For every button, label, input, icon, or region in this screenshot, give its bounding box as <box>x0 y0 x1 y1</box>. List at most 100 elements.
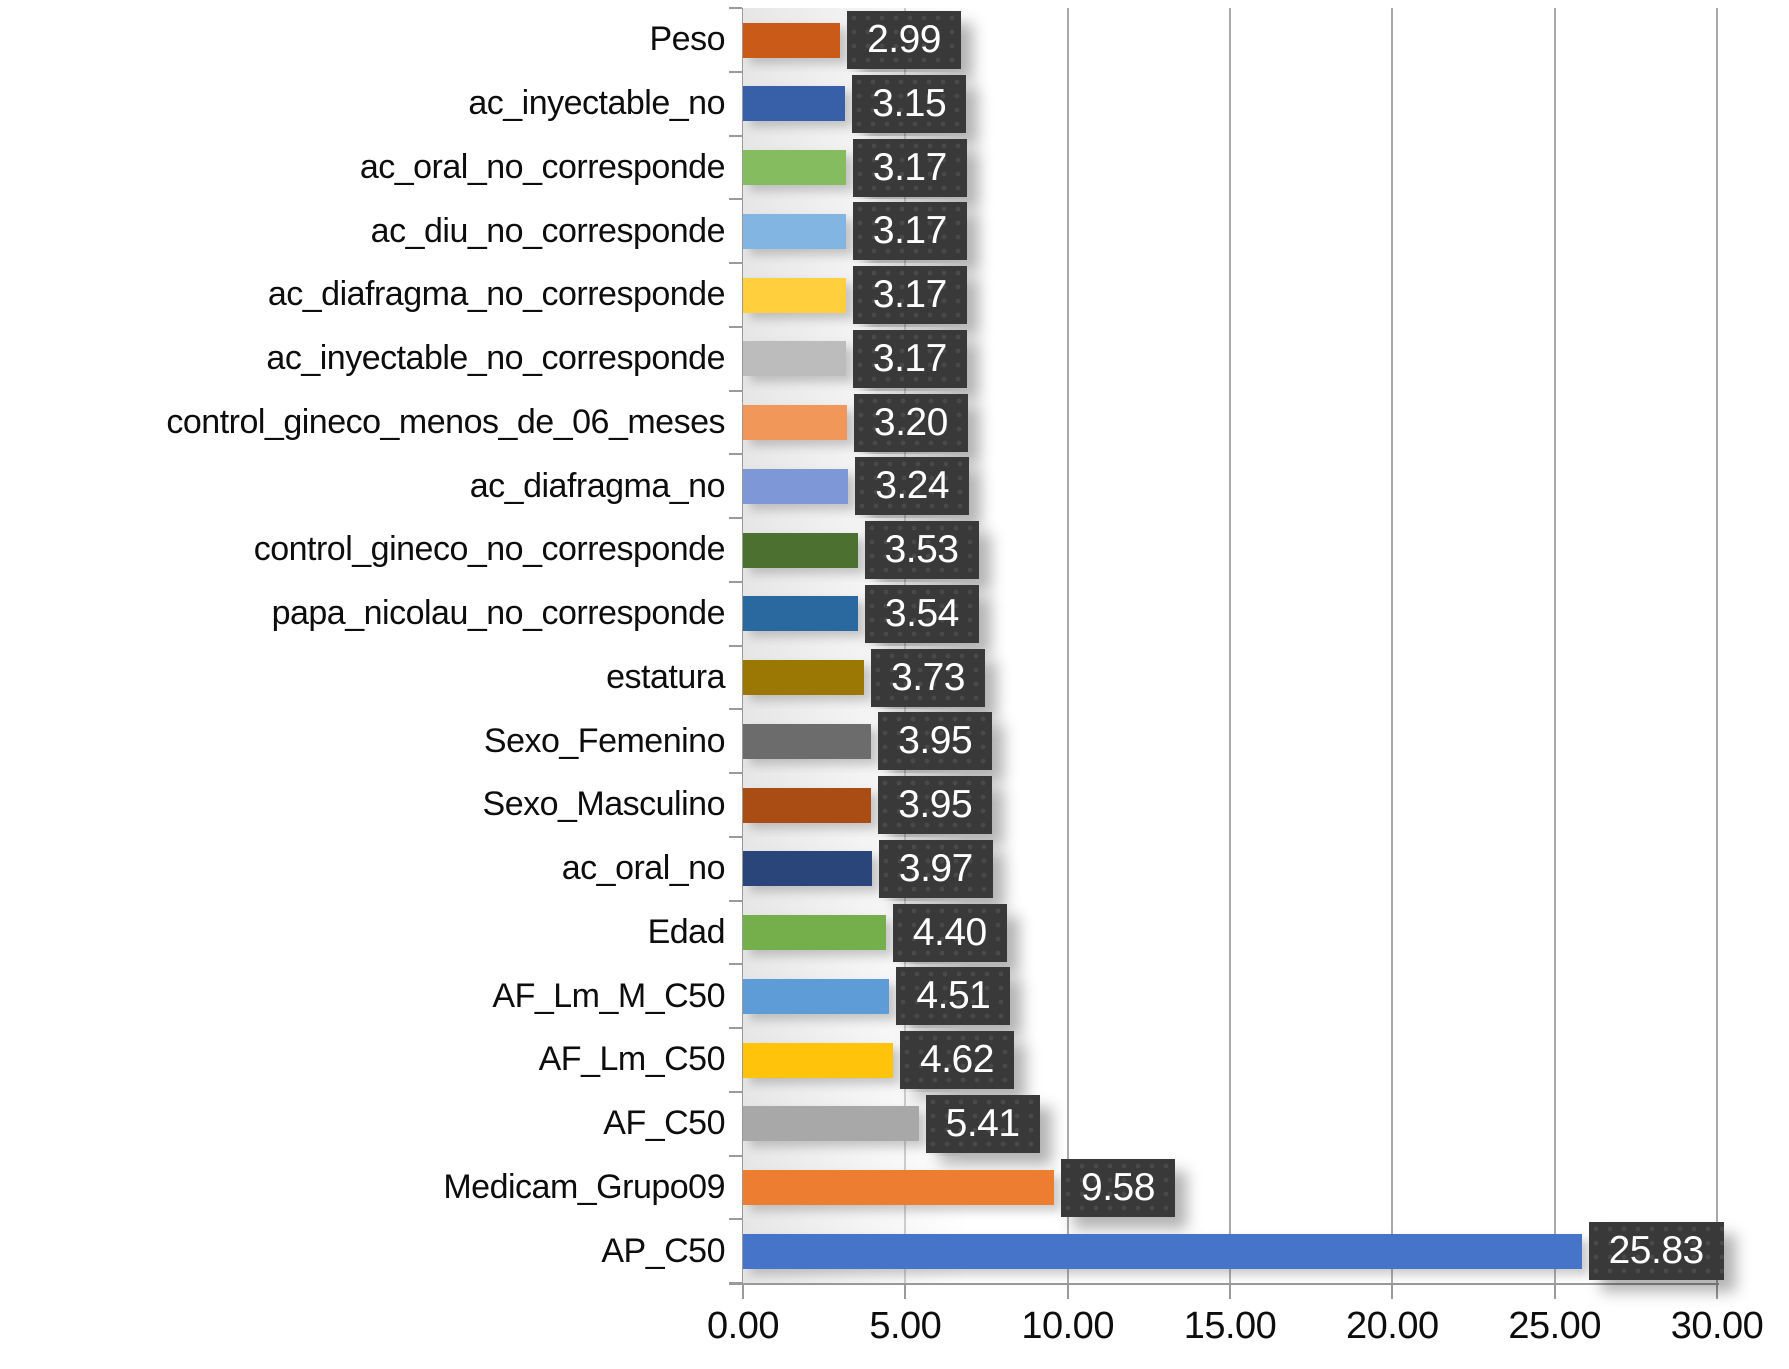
category-label: ac_inyectable_no <box>468 84 725 123</box>
x-tick-label: 20.00 <box>1346 1305 1439 1347</box>
category-label: ac_diu_no_corresponde <box>370 211 726 250</box>
gridline <box>1066 8 1069 1283</box>
value-label: 3.95 <box>878 776 993 834</box>
x-axis-tick <box>1066 1285 1069 1299</box>
value-label: 3.95 <box>878 712 993 771</box>
bar <box>743 1170 1055 1205</box>
value-label: 3.54 <box>864 584 979 643</box>
bar-cell: 3.17 <box>743 135 1717 200</box>
category-axis-tick <box>729 7 742 9</box>
bar-cell: 25.83 <box>743 1219 1724 1283</box>
bar-cell: 3.73 <box>743 645 1717 710</box>
category-label: control_gineco_no_corresponde <box>253 530 726 569</box>
category-label: AF_C50 <box>603 1104 725 1143</box>
bar <box>743 213 846 249</box>
category-axis-tick <box>729 835 742 838</box>
bar-row: ac_inyectable_no_corresponde 3.17 <box>0 326 1717 391</box>
bar <box>743 405 847 440</box>
bar-cell: 3.15 <box>743 71 1717 136</box>
category-axis-tick <box>729 708 742 711</box>
value-label: 3.20 <box>853 393 968 452</box>
bar-row: AF_C50 5.41 <box>0 1091 1717 1156</box>
category-label: Peso <box>649 20 726 59</box>
bar-cell: 3.17 <box>743 326 1717 391</box>
bar <box>743 341 846 377</box>
value-label: 3.15 <box>852 74 967 133</box>
x-axis-tick <box>742 1285 744 1299</box>
category-label: papa_nicolau_no_corresponde <box>271 594 726 633</box>
category-label: AF_Lm_C50 <box>538 1040 726 1079</box>
bar-row: ac_diu_no_corresponde 3.17 <box>0 199 1717 263</box>
x-tick-label: 15.00 <box>1183 1305 1277 1347</box>
x-axis-tick <box>904 1285 907 1299</box>
bar <box>743 978 890 1014</box>
value-label: 3.97 <box>878 839 993 898</box>
category-axis-tick <box>729 325 742 328</box>
category-label: estatura <box>606 657 725 696</box>
bar-cell: 9.58 <box>743 1155 1717 1220</box>
category-label: ac_oral_no_corresponde <box>359 147 726 186</box>
value-axis-line <box>729 1283 1719 1285</box>
bar <box>743 86 846 122</box>
bar <box>743 1042 893 1078</box>
category-axis-tick <box>729 517 742 519</box>
gridline <box>1391 8 1394 1283</box>
bar-cell: 3.95 <box>743 773 1717 837</box>
x-tick-label: 5.00 <box>869 1305 942 1347</box>
bar <box>743 851 872 887</box>
bar <box>743 150 846 185</box>
category-label: ac_inyectable_no_corresponde <box>266 339 725 378</box>
value-label: 3.17 <box>852 266 967 324</box>
bar <box>743 532 858 568</box>
bar-row: AF_Lm_C50 4.62 <box>0 1028 1717 1092</box>
value-label: 3.17 <box>852 138 967 197</box>
category-label: ac_oral_no <box>561 849 726 888</box>
bar <box>743 723 872 759</box>
category-label: Edad <box>647 912 726 951</box>
bar-row: AF_Lm_M_C50 4.51 <box>0 964 1717 1028</box>
bar-cell: 4.40 <box>743 900 1717 965</box>
bar <box>743 660 865 695</box>
x-tick-label: 30.00 <box>1670 1305 1764 1347</box>
value-label: 3.17 <box>852 329 967 388</box>
x-tick-label: 25.00 <box>1508 1305 1601 1347</box>
bar-row: control_gineco_menos_de_06_meses 3.20 <box>0 390 1717 455</box>
bar <box>743 277 846 313</box>
bar-rows: Peso 2.99 ac_inyectable_no 3.15 ac_oral_no_c… <box>0 8 1789 1283</box>
category-axis-tick <box>729 899 742 902</box>
category-axis-tick <box>729 1154 742 1157</box>
bar-cell: 3.20 <box>743 390 1717 455</box>
value-label: 3.73 <box>871 648 985 707</box>
category-label: Sexo_Masculino <box>482 785 726 824</box>
bar <box>743 1106 919 1142</box>
value-label: 4.62 <box>899 1031 1014 1089</box>
bar-row: ac_inyectable_no 3.15 <box>0 71 1717 136</box>
bar-row: AP_C50 25.83 <box>0 1219 1724 1283</box>
bar-cell: 3.95 <box>743 709 1717 773</box>
category-label: AP_C50 <box>601 1231 725 1270</box>
category-axis-tick <box>729 1282 742 1284</box>
category-axis-tick <box>729 1027 742 1029</box>
category-label: ac_diafragma_no_corresponde <box>267 275 726 314</box>
value-label: 2.99 <box>847 11 961 69</box>
category-axis-tick <box>729 963 742 966</box>
x-tick-label: 0.00 <box>707 1305 779 1347</box>
value-label: 4.40 <box>892 903 1007 962</box>
bar-row: ac_diafragma_no_corresponde 3.17 <box>0 263 1717 327</box>
value-label: 3.17 <box>852 202 967 261</box>
bar-row: Edad 4.40 <box>0 900 1717 965</box>
bar <box>743 22 841 58</box>
category-axis-tick <box>729 772 742 774</box>
bar-cell: 4.51 <box>743 964 1717 1028</box>
x-axis-labels: 0.00 5.00 10.00 15.00 20.00 25.00 30.00 <box>707 1305 1764 1355</box>
category-axis-tick <box>729 262 742 264</box>
value-label: 3.24 <box>855 457 970 516</box>
x-tick-label: 10.00 <box>1021 1305 1114 1347</box>
bar-row: control_gineco_no_corresponde 3.53 <box>0 518 1717 582</box>
bar-cell: 3.17 <box>743 263 1717 327</box>
category-axis-tick <box>729 453 742 456</box>
category-label: control_gineco_menos_de_06_meses <box>166 402 725 441</box>
bar <box>743 787 872 823</box>
bar-cell: 4.62 <box>743 1028 1717 1092</box>
